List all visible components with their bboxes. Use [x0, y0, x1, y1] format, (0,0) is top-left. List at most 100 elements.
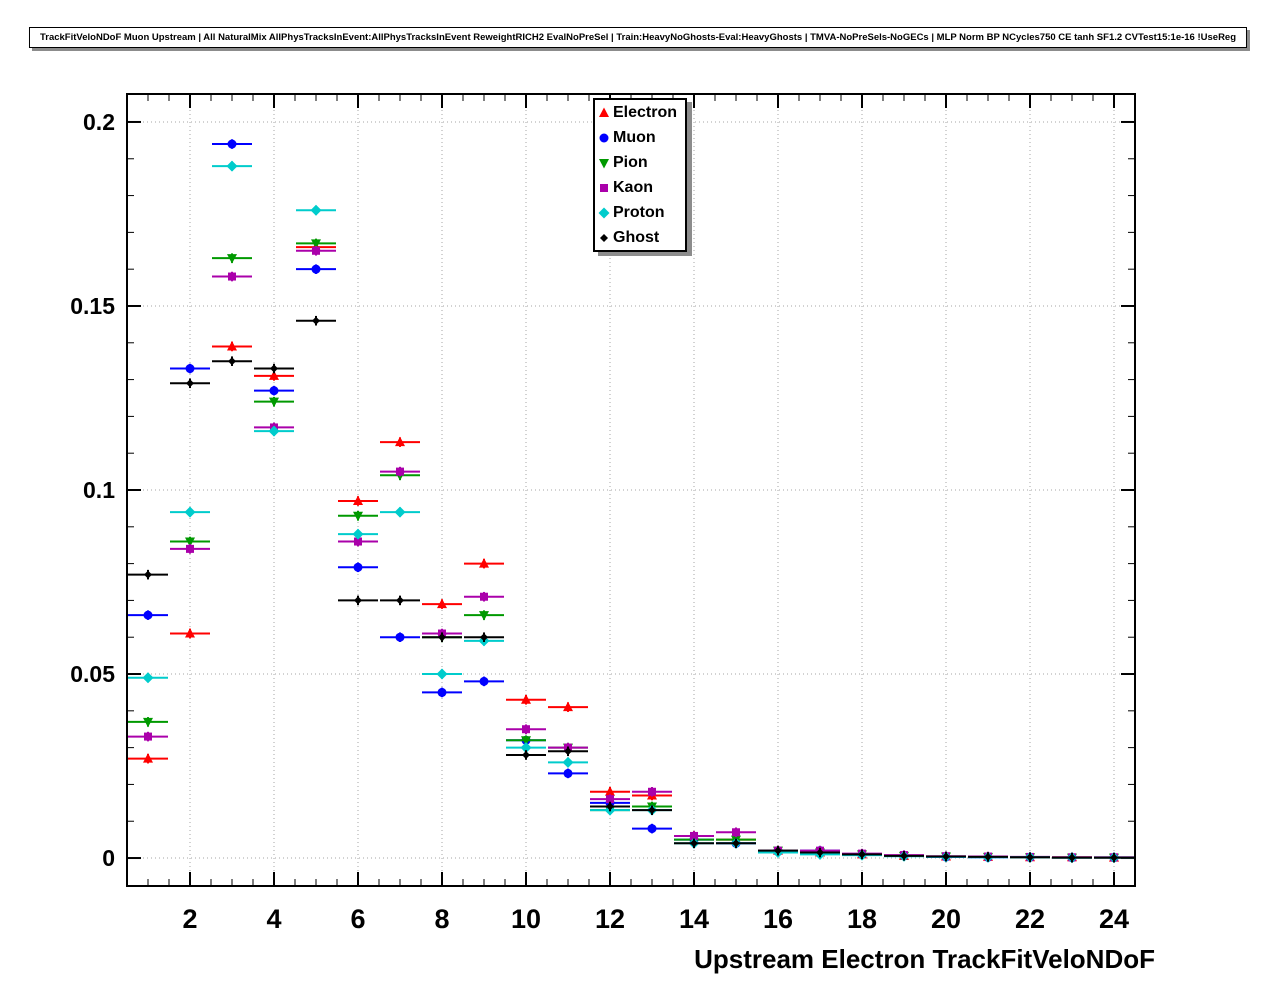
legend-label-muon: Muon [613, 128, 656, 146]
legend-label-proton: Proton [613, 203, 665, 221]
data-point-marker [268, 425, 280, 437]
data-point-marker [228, 272, 236, 281]
data-point-marker [900, 851, 908, 860]
x-tick-label: 6 [350, 904, 365, 934]
data-point-marker [269, 370, 279, 380]
x-tick-label: 20 [931, 904, 961, 934]
data-point-marker [732, 839, 740, 848]
data-point-marker [269, 397, 279, 408]
x-tick-label: 14 [679, 904, 709, 934]
data-point-marker [606, 795, 614, 804]
data-point-marker [352, 528, 364, 540]
x-tick-label: 2 [182, 904, 197, 934]
data-point-marker [521, 694, 531, 704]
data-point-marker [186, 379, 194, 388]
series-electron [128, 241, 1134, 863]
y-tick-label: 0.1 [83, 477, 115, 503]
series-pion [128, 238, 1134, 864]
data-point-marker [1110, 853, 1118, 862]
data-point-marker [479, 676, 489, 686]
data-point-marker [184, 506, 196, 518]
data-point-marker [437, 687, 447, 697]
legend-entry-kaon: Kaon [595, 175, 685, 200]
data-point-marker [437, 598, 447, 609]
x-tick-label: 16 [763, 904, 793, 934]
data-point-marker [228, 357, 236, 366]
data-point-marker [647, 824, 657, 834]
data-point-marker [353, 495, 363, 506]
data-point-marker [353, 562, 363, 572]
data-point-marker [396, 467, 404, 476]
series-proton [128, 160, 1134, 864]
legend-label-pion: Pion [613, 153, 648, 171]
legend-entry-ghost: Ghost [595, 225, 685, 250]
triangle-up-icon [599, 107, 609, 117]
circle-icon [599, 133, 609, 142]
data-point-marker [1026, 853, 1034, 862]
data-point-marker [143, 610, 153, 620]
x-tick-label: 22 [1015, 904, 1045, 934]
data-point-marker [690, 831, 698, 840]
data-point-marker [186, 544, 194, 553]
series-ghost [128, 315, 1134, 863]
triangle-down-icon [599, 158, 609, 168]
x-tick-label: 4 [266, 904, 281, 934]
data-point-marker [520, 742, 532, 754]
legend-entry-proton: Proton [595, 200, 685, 225]
data-point-marker [605, 786, 615, 796]
data-point-marker [522, 750, 530, 759]
data-point-marker [648, 787, 656, 796]
y-tick-label: 0 [102, 845, 115, 871]
electron-marker-slot [595, 105, 613, 121]
muon-marker-slot [595, 130, 613, 146]
x-tick-label: 24 [1099, 904, 1129, 934]
diamond-small-icon [600, 233, 608, 242]
data-point-marker [480, 633, 488, 642]
data-point-marker [606, 802, 614, 811]
legend: Electron Muon Pion Kaon Proton Ghost [593, 98, 687, 252]
data-point-marker [310, 204, 322, 216]
data-point-marker [690, 839, 698, 848]
x-tick-labels: 2 4 6 8 10 12 14 16 18 20 22 24 [182, 904, 1129, 934]
data-point-marker [522, 725, 530, 734]
axis-ticks [127, 94, 1135, 886]
data-point-marker [185, 628, 195, 638]
kaon-marker-slot [595, 180, 613, 196]
data-point-marker [143, 753, 153, 763]
data-point-marker [648, 806, 656, 815]
data-point-marker [858, 850, 866, 859]
pion-marker-slot [595, 155, 613, 171]
data-point-marker [816, 848, 824, 857]
data-point-marker [563, 768, 573, 778]
x-tick-label: 18 [847, 904, 877, 934]
data-point-marker [732, 828, 740, 837]
data-point-marker [144, 570, 152, 579]
legend-label-kaon: Kaon [613, 178, 653, 196]
x-tick-label: 8 [434, 904, 449, 934]
data-point-marker [396, 596, 404, 605]
y-tick-label: 0.2 [83, 109, 115, 135]
data-point-marker [227, 254, 237, 264]
data-point-marker [270, 364, 278, 373]
data-point-marker [774, 846, 782, 855]
data-point-marker [353, 511, 363, 522]
data-point-marker [185, 537, 195, 548]
data-point-marker [354, 596, 362, 605]
data-point-marker [562, 756, 574, 768]
data-point-marker [143, 717, 153, 728]
legend-entry-electron: Electron [595, 100, 685, 125]
data-point-marker [311, 239, 321, 249]
legend-entry-pion: Pion [595, 150, 685, 175]
data-point-marker [563, 701, 573, 712]
plot-frame [126, 93, 1136, 887]
plot-title-text: TrackFitVeloNDoF Muon Upstream | All Nat… [39, 32, 1237, 43]
square-icon [600, 183, 608, 192]
x-tick-label: 12 [595, 904, 625, 934]
legend-entry-muon: Muon [595, 125, 685, 150]
data-point-marker [311, 264, 321, 274]
plot-title: TrackFitVeloNDoF Muon Upstream | All Nat… [28, 27, 1248, 48]
diamond-icon [598, 207, 610, 218]
data-point-marker [438, 633, 446, 642]
data-point-marker [984, 852, 992, 861]
